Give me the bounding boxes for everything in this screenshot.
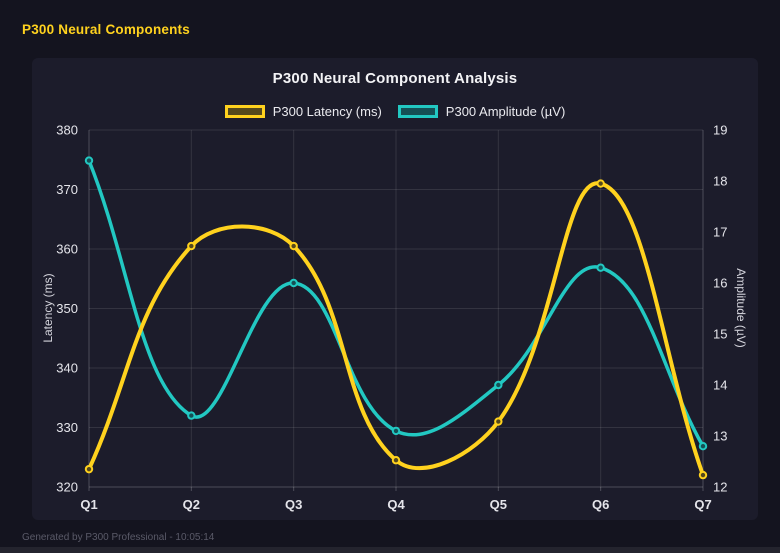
x-axis-tick-label: Q6 xyxy=(592,497,609,512)
x-axis-tick-label: Q1 xyxy=(80,497,97,512)
x-axis-tick-label: Q7 xyxy=(694,497,711,512)
data-point-amplitude[interactable] xyxy=(187,411,196,420)
right-axis-tick-label: 19 xyxy=(713,123,727,138)
right-axis-tick-label: 15 xyxy=(713,327,727,342)
legend-item-amplitude[interactable]: P300 Amplitude (µV) xyxy=(397,104,566,119)
data-point-latency[interactable] xyxy=(698,470,708,480)
right-axis-tick-label: 12 xyxy=(713,480,727,495)
left-axis-tick-label: 370 xyxy=(56,182,78,197)
chart-panel: P300 Neural Component Analysis P300 Late… xyxy=(32,58,758,520)
legend-swatch-icon xyxy=(224,105,265,118)
right-axis-tick-label: 18 xyxy=(713,174,727,189)
data-point-latency[interactable] xyxy=(596,179,605,188)
data-point-latency[interactable] xyxy=(289,241,298,251)
x-axis-tick-label: Q2 xyxy=(183,497,200,512)
data-point-latency[interactable] xyxy=(494,417,503,426)
left-axis-tick-label: 320 xyxy=(56,480,78,495)
page-title: P300 Neural Components xyxy=(22,22,190,37)
x-axis-tick-label: Q4 xyxy=(387,497,405,512)
data-point-latency[interactable] xyxy=(84,464,94,474)
data-point-amplitude[interactable] xyxy=(289,278,298,288)
bottom-strip xyxy=(0,547,780,553)
left-axis-tick-label: 340 xyxy=(56,361,78,376)
legend-label: P300 Amplitude (µV) xyxy=(445,104,566,119)
right-axis-tick-label: 16 xyxy=(713,276,727,291)
legend-item-latency[interactable]: P300 Latency (ms) xyxy=(224,104,382,119)
legend-swatch-icon xyxy=(397,105,438,118)
data-point-latency[interactable] xyxy=(187,241,196,251)
data-point-amplitude[interactable] xyxy=(698,442,708,451)
left-axis-tick-label: 380 xyxy=(56,123,78,138)
chart-legend: P300 Latency (ms) P300 Amplitude (µV) xyxy=(32,104,758,119)
footer-text: Generated by P300 Professional - 10:05:1… xyxy=(22,532,215,543)
right-axis-tick-label: 14 xyxy=(713,378,727,393)
left-axis-tick-label: 360 xyxy=(56,242,78,257)
legend-label: P300 Latency (ms) xyxy=(272,104,382,119)
data-point-amplitude[interactable] xyxy=(596,263,605,272)
line-chart[interactable]: 320 330 340 350 360 370 380 12 13 14 15 16 17 18 19 Q1 Q… xyxy=(32,58,758,520)
data-point-latency[interactable] xyxy=(391,456,401,465)
right-axis-tick-label: 13 xyxy=(713,429,727,444)
data-point-amplitude[interactable] xyxy=(391,426,401,436)
data-point-amplitude[interactable] xyxy=(84,156,94,165)
data-point-amplitude[interactable] xyxy=(494,380,503,390)
left-axis-tick-label: 350 xyxy=(56,301,78,316)
chart-title: P300 Neural Component Analysis xyxy=(272,70,518,87)
x-axis-tick-label: Q3 xyxy=(285,497,302,512)
x-axis-tick-label: Q5 xyxy=(490,497,507,512)
right-axis-tick-label: 17 xyxy=(713,225,727,240)
left-axis-tick-label: 330 xyxy=(56,420,78,435)
